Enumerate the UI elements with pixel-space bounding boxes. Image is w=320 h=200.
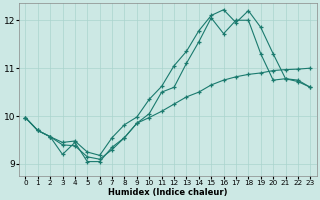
X-axis label: Humidex (Indice chaleur): Humidex (Indice chaleur) (108, 188, 228, 197)
